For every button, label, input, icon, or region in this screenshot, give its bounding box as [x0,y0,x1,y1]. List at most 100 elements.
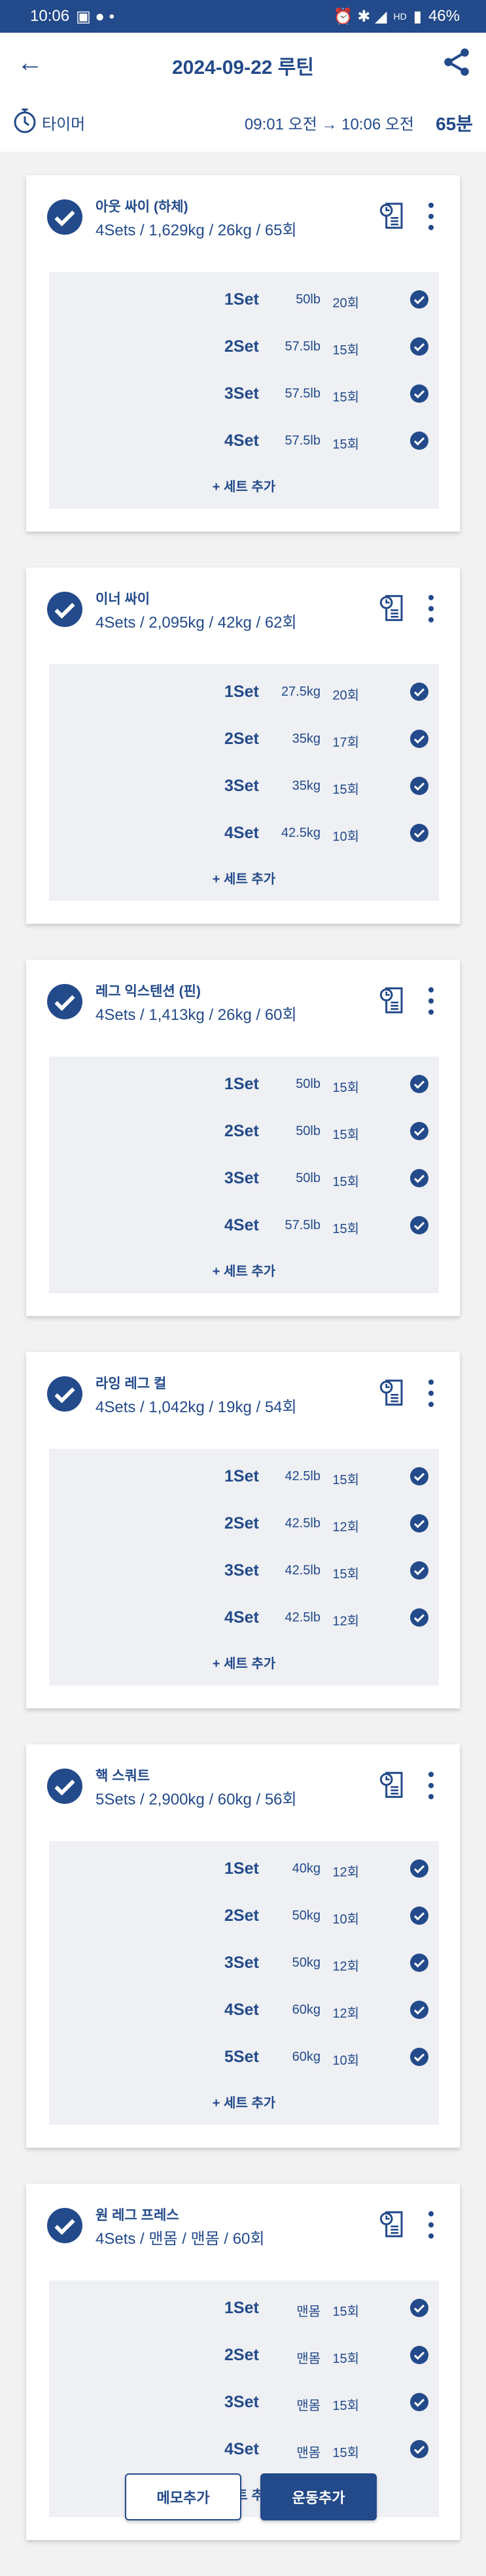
set-weight[interactable]: 50lb [296,292,321,307]
set-row[interactable]: 2Set 50lb 15회 [49,1108,439,1155]
exercise-name[interactable]: 라잉 레그 컬 [95,1376,167,1391]
set-row[interactable]: 1Set 40kg 12회 [49,1845,439,1892]
set-check-icon[interactable] [410,777,428,795]
set-weight[interactable]: 60kg [292,2003,321,2017]
set-check-icon[interactable] [410,1075,428,1093]
set-weight[interactable]: 50kg [292,1908,321,1923]
set-weight[interactable]: 50lb [296,1077,321,1091]
more-vert-icon[interactable] [423,1769,439,1802]
set-row[interactable]: 4Set 42.5kg 10회 [49,809,439,856]
set-row[interactable]: 2Set 50kg 10회 [49,1892,439,1939]
set-row[interactable]: 2Set 맨몸 15회 [49,2331,439,2379]
share-icon[interactable] [440,46,473,78]
exercise-complete-check-icon[interactable] [47,1376,82,1412]
set-reps[interactable]: 15회 [332,343,359,358]
add-set-button[interactable]: + 세트 추가 [212,2488,276,2503]
set-row[interactable]: 3Set 50lb 15회 [49,1155,439,1202]
set-reps[interactable]: 12회 [332,2007,359,2021]
set-reps[interactable]: 15회 [332,1175,359,1189]
set-reps[interactable]: 15회 [332,2305,359,2319]
add-set-button[interactable]: + 세트 추가 [212,1264,276,1279]
set-row[interactable]: 1Set 42.5lb 15회 [49,1453,439,1500]
set-reps[interactable]: 12회 [332,1520,359,1534]
set-check-icon[interactable] [410,1467,428,1485]
set-reps[interactable]: 15회 [332,1081,359,1095]
set-check-icon[interactable] [410,730,428,748]
set-check-icon[interactable] [410,1954,428,1972]
set-check-icon[interactable] [410,1514,428,1533]
set-check-icon[interactable] [410,683,428,701]
set-weight[interactable]: 42.5kg [281,826,321,840]
set-check-icon[interactable] [410,290,428,309]
memo-clock-icon[interactable] [379,594,405,622]
exercise-complete-check-icon[interactable] [47,984,82,1019]
exercise-complete-check-icon[interactable] [47,1769,82,1804]
set-row[interactable]: 4Set 42.5lb 12회 [49,1594,439,1641]
exercise-complete-check-icon[interactable] [47,199,82,235]
set-reps[interactable]: 10회 [332,2054,359,2068]
memo-clock-icon[interactable] [379,986,405,1015]
more-vert-icon[interactable] [423,200,439,233]
set-weight[interactable]: 57.5lb [285,386,321,401]
set-check-icon[interactable] [410,2440,428,2458]
set-weight[interactable]: 42.5lb [285,1469,321,1483]
set-row[interactable]: 3Set 맨몸 15회 [49,2379,439,2426]
set-weight[interactable]: 40kg [292,1861,321,1876]
set-weight[interactable]: 50lb [296,1124,321,1138]
add-memo-button[interactable]: 메모추가 [125,2473,241,2520]
set-row[interactable]: 3Set 57.5lb 15회 [49,370,439,417]
set-reps[interactable]: 15회 [332,783,359,797]
memo-clock-icon[interactable] [379,1378,405,1407]
set-check-icon[interactable] [410,2299,428,2317]
add-set-button[interactable]: + 세트 추가 [212,1657,276,1671]
set-check-icon[interactable] [410,1859,428,1878]
set-reps[interactable]: 15회 [332,1222,359,1236]
timer-label[interactable]: 타이머 [42,116,86,133]
set-weight[interactable]: 맨몸 [296,2399,321,2413]
set-reps[interactable]: 20회 [332,296,359,311]
set-weight[interactable]: 맨몸 [296,2446,321,2460]
set-reps[interactable]: 15회 [332,2446,359,2460]
add-set-button[interactable]: + 세트 추가 [212,2096,276,2110]
set-row[interactable]: 1Set 50lb 20회 [49,276,439,323]
exercise-complete-check-icon[interactable] [47,2208,82,2243]
set-weight[interactable]: 맨몸 [296,2352,321,2366]
exercise-name[interactable]: 핵 스쿼트 [95,1769,150,1784]
set-reps[interactable]: 15회 [332,390,359,405]
set-weight[interactable]: 35kg [292,779,321,793]
set-weight[interactable]: 50kg [292,1956,321,1970]
set-reps[interactable]: 15회 [332,2399,359,2413]
exercise-name[interactable]: 이너 싸이 [95,592,150,607]
set-weight[interactable]: 57.5lb [285,1218,321,1232]
more-vert-icon[interactable] [423,985,439,1017]
add-exercise-button[interactable]: 운동추가 [260,2473,377,2520]
set-reps[interactable]: 17회 [332,736,359,750]
set-weight[interactable]: 42.5lb [285,1516,321,1531]
set-check-icon[interactable] [410,1216,428,1234]
more-vert-icon[interactable] [423,1377,439,1410]
set-row[interactable]: 3Set 50kg 12회 [49,1939,439,1986]
set-check-icon[interactable] [410,1907,428,1925]
set-reps[interactable]: 12회 [332,1614,359,1629]
more-vert-icon[interactable] [423,592,439,625]
add-set-button[interactable]: + 세트 추가 [212,872,276,887]
set-row[interactable]: 4Set 60kg 12회 [49,1986,439,2033]
set-reps[interactable]: 15회 [332,437,359,452]
set-check-icon[interactable] [410,384,428,403]
set-check-icon[interactable] [410,2346,428,2364]
set-reps[interactable]: 15회 [332,2352,359,2366]
memo-clock-icon[interactable] [379,201,405,230]
exercise-complete-check-icon[interactable] [47,592,82,627]
set-weight[interactable]: 42.5lb [285,1563,321,1578]
set-row[interactable]: 3Set 35kg 15회 [49,762,439,809]
set-check-icon[interactable] [410,337,428,356]
set-reps[interactable]: 12회 [332,1865,359,1880]
set-check-icon[interactable] [410,2001,428,2019]
arrow-left-icon[interactable]: ← [17,48,43,77]
set-reps[interactable]: 10회 [332,830,359,844]
set-row[interactable]: 3Set 42.5lb 15회 [49,1547,439,1594]
add-set-button[interactable]: + 세트 추가 [212,480,276,494]
exercise-name[interactable]: 아웃 싸이 (하체) [95,199,188,214]
memo-clock-icon[interactable] [379,2210,405,2239]
set-check-icon[interactable] [410,2393,428,2411]
